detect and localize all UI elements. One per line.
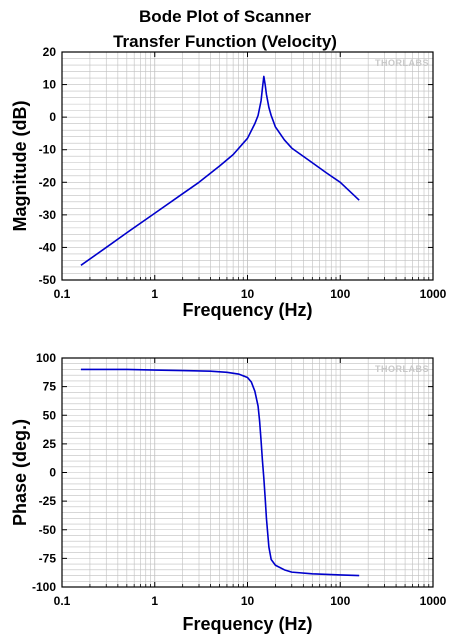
y-tick-label: 0 bbox=[49, 110, 56, 124]
x-tick-label: 100 bbox=[330, 594, 350, 608]
y-axis-label: Phase (deg.) bbox=[10, 419, 30, 526]
x-tick-label: 1000 bbox=[420, 287, 447, 301]
series-line bbox=[80, 75, 360, 266]
y-tick-label: -10 bbox=[39, 143, 57, 157]
y-tick-label: -30 bbox=[39, 208, 57, 222]
x-tick-label: 1 bbox=[151, 594, 158, 608]
chart-title: Bode Plot of Scanner Transfer Function (… bbox=[0, 4, 450, 54]
thorlabs-logo: THORLABS bbox=[375, 58, 429, 68]
y-tick-label: -50 bbox=[39, 523, 57, 537]
chart-title-line1: Bode Plot of Scanner bbox=[139, 7, 311, 26]
y-tick-label: 0 bbox=[49, 466, 56, 480]
y-tick-label: -20 bbox=[39, 175, 57, 189]
y-tick-label: -40 bbox=[39, 240, 57, 254]
x-tick-label: 1000 bbox=[420, 594, 447, 608]
y-tick-label: 100 bbox=[36, 351, 56, 365]
x-tick-label: 1 bbox=[151, 287, 158, 301]
x-axis-label: Frequency (Hz) bbox=[182, 300, 312, 320]
x-tick-label: 0.1 bbox=[54, 287, 71, 301]
y-tick-label: 25 bbox=[43, 437, 57, 451]
chart-panel-2: THORLABS 0.1 1 10 100 1000 100 75 50 25 0 -25 -50 -75… bbox=[10, 351, 447, 634]
x-tick-label: 10 bbox=[241, 594, 255, 608]
x-tick-label: 100 bbox=[330, 287, 350, 301]
y-tick-label: 75 bbox=[43, 380, 57, 394]
y-tick-label: -75 bbox=[39, 551, 57, 565]
y-tick-label: 10 bbox=[43, 78, 57, 92]
x-tick-label: 0.1 bbox=[54, 594, 71, 608]
x-axis-label: Frequency (Hz) bbox=[182, 614, 312, 634]
x-tick-label: 10 bbox=[241, 287, 255, 301]
y-tick-label: -50 bbox=[39, 273, 57, 287]
chart-title-line2: Transfer Function (Velocity) bbox=[113, 32, 337, 51]
y-tick-label: 20 bbox=[43, 45, 57, 59]
thorlabs-logo: THORLABS bbox=[375, 364, 429, 374]
y-tick-label: -100 bbox=[32, 580, 56, 594]
y-axis-label: Magnitude (dB) bbox=[10, 101, 30, 232]
y-tick-label: 50 bbox=[43, 408, 57, 422]
series-line bbox=[80, 368, 360, 577]
y-tick-label: -25 bbox=[39, 494, 57, 508]
